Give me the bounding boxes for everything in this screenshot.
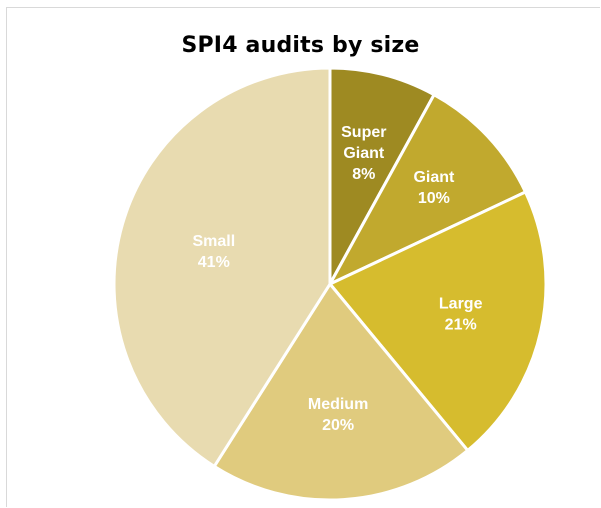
slice-name-label-large-0: Large [439,296,483,313]
slice-name-label-super-giant-1: Giant [343,145,385,162]
slice-name-label-medium-0: Medium [308,396,368,413]
slice-name-label-small-0: Small [192,233,235,250]
pie-slice-small [112,66,332,468]
slice-name-label-super-giant-0: Super [341,124,386,141]
chart-title: SPI4 audits by size [181,33,420,58]
pie-slice-super-giant [328,66,436,286]
pie-slice-large [328,190,548,452]
slice-value-label-small: 41% [198,254,230,271]
pie-slice-medium [212,282,470,502]
pie-slice-giant [328,93,527,286]
slice-value-label-giant: 10% [418,190,450,207]
slice-value-label-medium: 20% [322,417,354,434]
slice-value-label-large: 21% [445,317,477,334]
slice-value-label-super-giant: 8% [352,166,375,183]
slice-name-label-giant-0: Giant [413,169,455,186]
